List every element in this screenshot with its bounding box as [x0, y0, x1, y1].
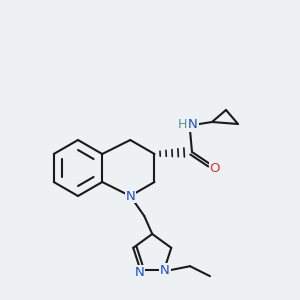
Text: N: N: [188, 118, 198, 131]
Text: N: N: [160, 264, 170, 277]
Text: H: H: [177, 118, 187, 131]
Text: O: O: [210, 163, 220, 176]
Text: N: N: [125, 190, 135, 202]
Text: N: N: [135, 266, 144, 279]
